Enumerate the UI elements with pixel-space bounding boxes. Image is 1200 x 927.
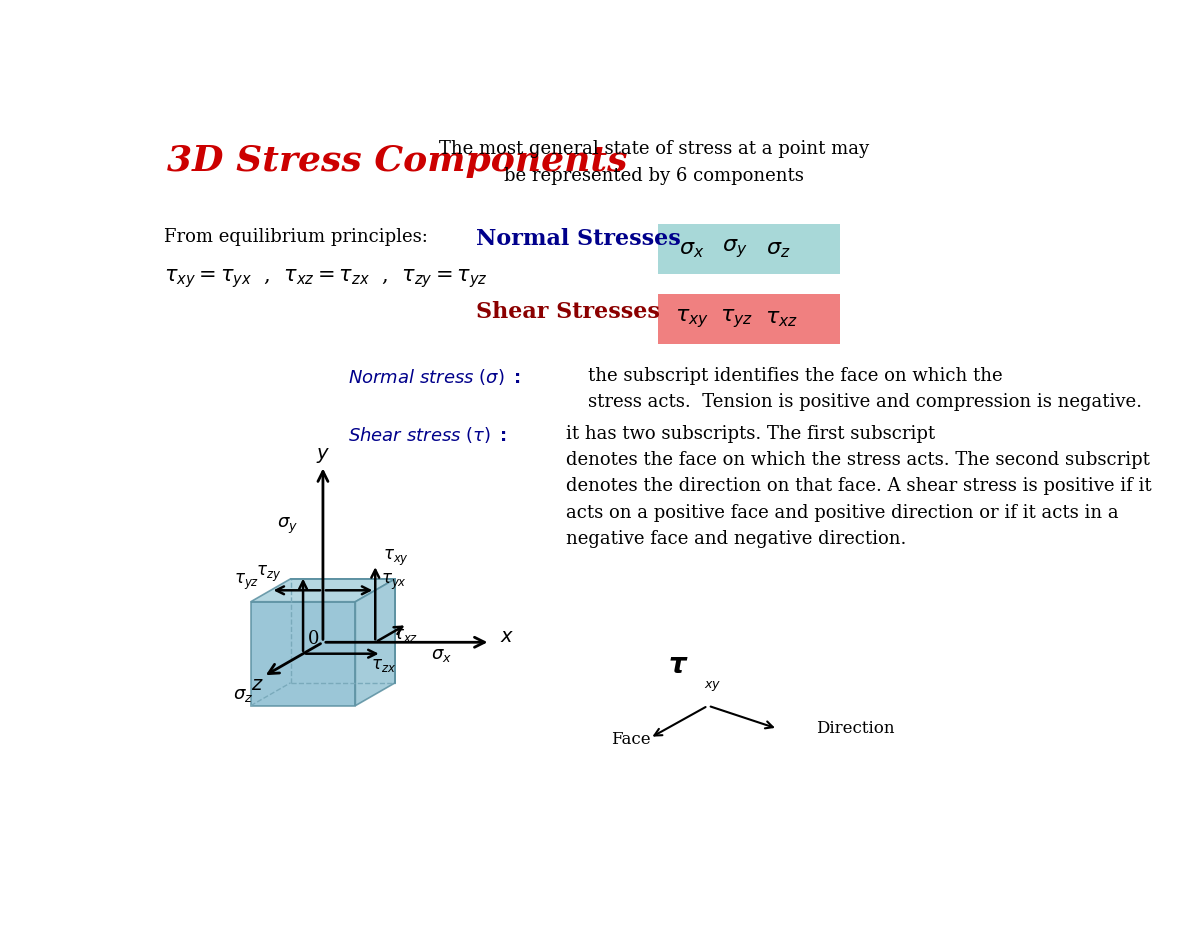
- Text: $y$: $y$: [316, 446, 330, 464]
- Text: $\sigma_z$: $\sigma_z$: [233, 686, 253, 705]
- Text: $\mathit{Shear\ stress\ (\tau)}\ \mathbf{:}$: $\mathit{Shear\ stress\ (\tau)}\ \mathbf…: [348, 425, 506, 445]
- Text: Face: Face: [611, 731, 650, 748]
- Text: $\tau_{xz}$: $\tau_{xz}$: [392, 628, 418, 644]
- Text: be represented by 6 components: be represented by 6 components: [504, 167, 804, 184]
- Text: $\sigma_x$: $\sigma_x$: [678, 238, 704, 260]
- Text: $x$: $x$: [499, 629, 514, 646]
- Text: $\tau_{yz}$: $\tau_{yz}$: [720, 307, 752, 330]
- Text: $\tau_{yz}$: $\tau_{yz}$: [234, 572, 259, 592]
- Text: From equilibrium principles:: From equilibrium principles:: [164, 228, 428, 247]
- Text: $\tau_{xy} = \tau_{yx}$  ,  $\tau_{xz} = \tau_{zx}$  ,  $\tau_{zy} = \tau_{yz}$: $\tau_{xy} = \tau_{yx}$ , $\tau_{xz} = \…: [164, 267, 487, 289]
- Text: $\tau_{xy}$: $\tau_{xy}$: [676, 307, 709, 330]
- Text: $\sigma_z$: $\sigma_z$: [766, 238, 791, 260]
- Text: the subscript identifies the face on which the
stress acts.  Tension is positive: the subscript identifies the face on whi…: [588, 367, 1142, 412]
- FancyBboxPatch shape: [658, 224, 840, 274]
- Polygon shape: [251, 578, 395, 602]
- Text: $\boldsymbol{\tau}$: $\boldsymbol{\tau}$: [668, 653, 689, 679]
- Text: $\tau_{xy}$: $\tau_{xy}$: [383, 548, 409, 568]
- Text: Shear Stresses: Shear Stresses: [475, 301, 659, 324]
- Text: $\sigma_y$: $\sigma_y$: [277, 515, 298, 536]
- Text: it has two subscripts. The first subscript
denotes the face on which the stress : it has two subscripts. The first subscri…: [566, 425, 1152, 548]
- Text: Direction: Direction: [816, 719, 895, 737]
- Text: $\tau_{xz}$: $\tau_{xz}$: [764, 308, 798, 329]
- Text: Normal Stresses: Normal Stresses: [475, 228, 680, 250]
- Text: $_{xy}$: $_{xy}$: [704, 677, 721, 694]
- Text: $\tau_{yx}$: $\tau_{yx}$: [382, 572, 407, 592]
- Text: $\tau_{zx}$: $\tau_{zx}$: [371, 657, 396, 674]
- Text: $\sigma_y$: $\sigma_y$: [722, 237, 748, 260]
- FancyBboxPatch shape: [658, 294, 840, 344]
- Text: The most general state of stress at a point may: The most general state of stress at a po…: [439, 140, 869, 158]
- Polygon shape: [355, 578, 395, 705]
- Polygon shape: [251, 602, 355, 705]
- Text: 0: 0: [308, 630, 319, 649]
- Text: $\sigma_x$: $\sigma_x$: [432, 646, 452, 665]
- Text: $z$: $z$: [251, 677, 264, 694]
- Text: $\mathit{Normal\ stress\ (\sigma)}\ \mathbf{:}$: $\mathit{Normal\ stress\ (\sigma)}\ \mat…: [348, 367, 521, 387]
- Text: $\tau_{zy}$: $\tau_{zy}$: [257, 564, 281, 584]
- Text: 3D Stress Components: 3D Stress Components: [167, 144, 628, 178]
